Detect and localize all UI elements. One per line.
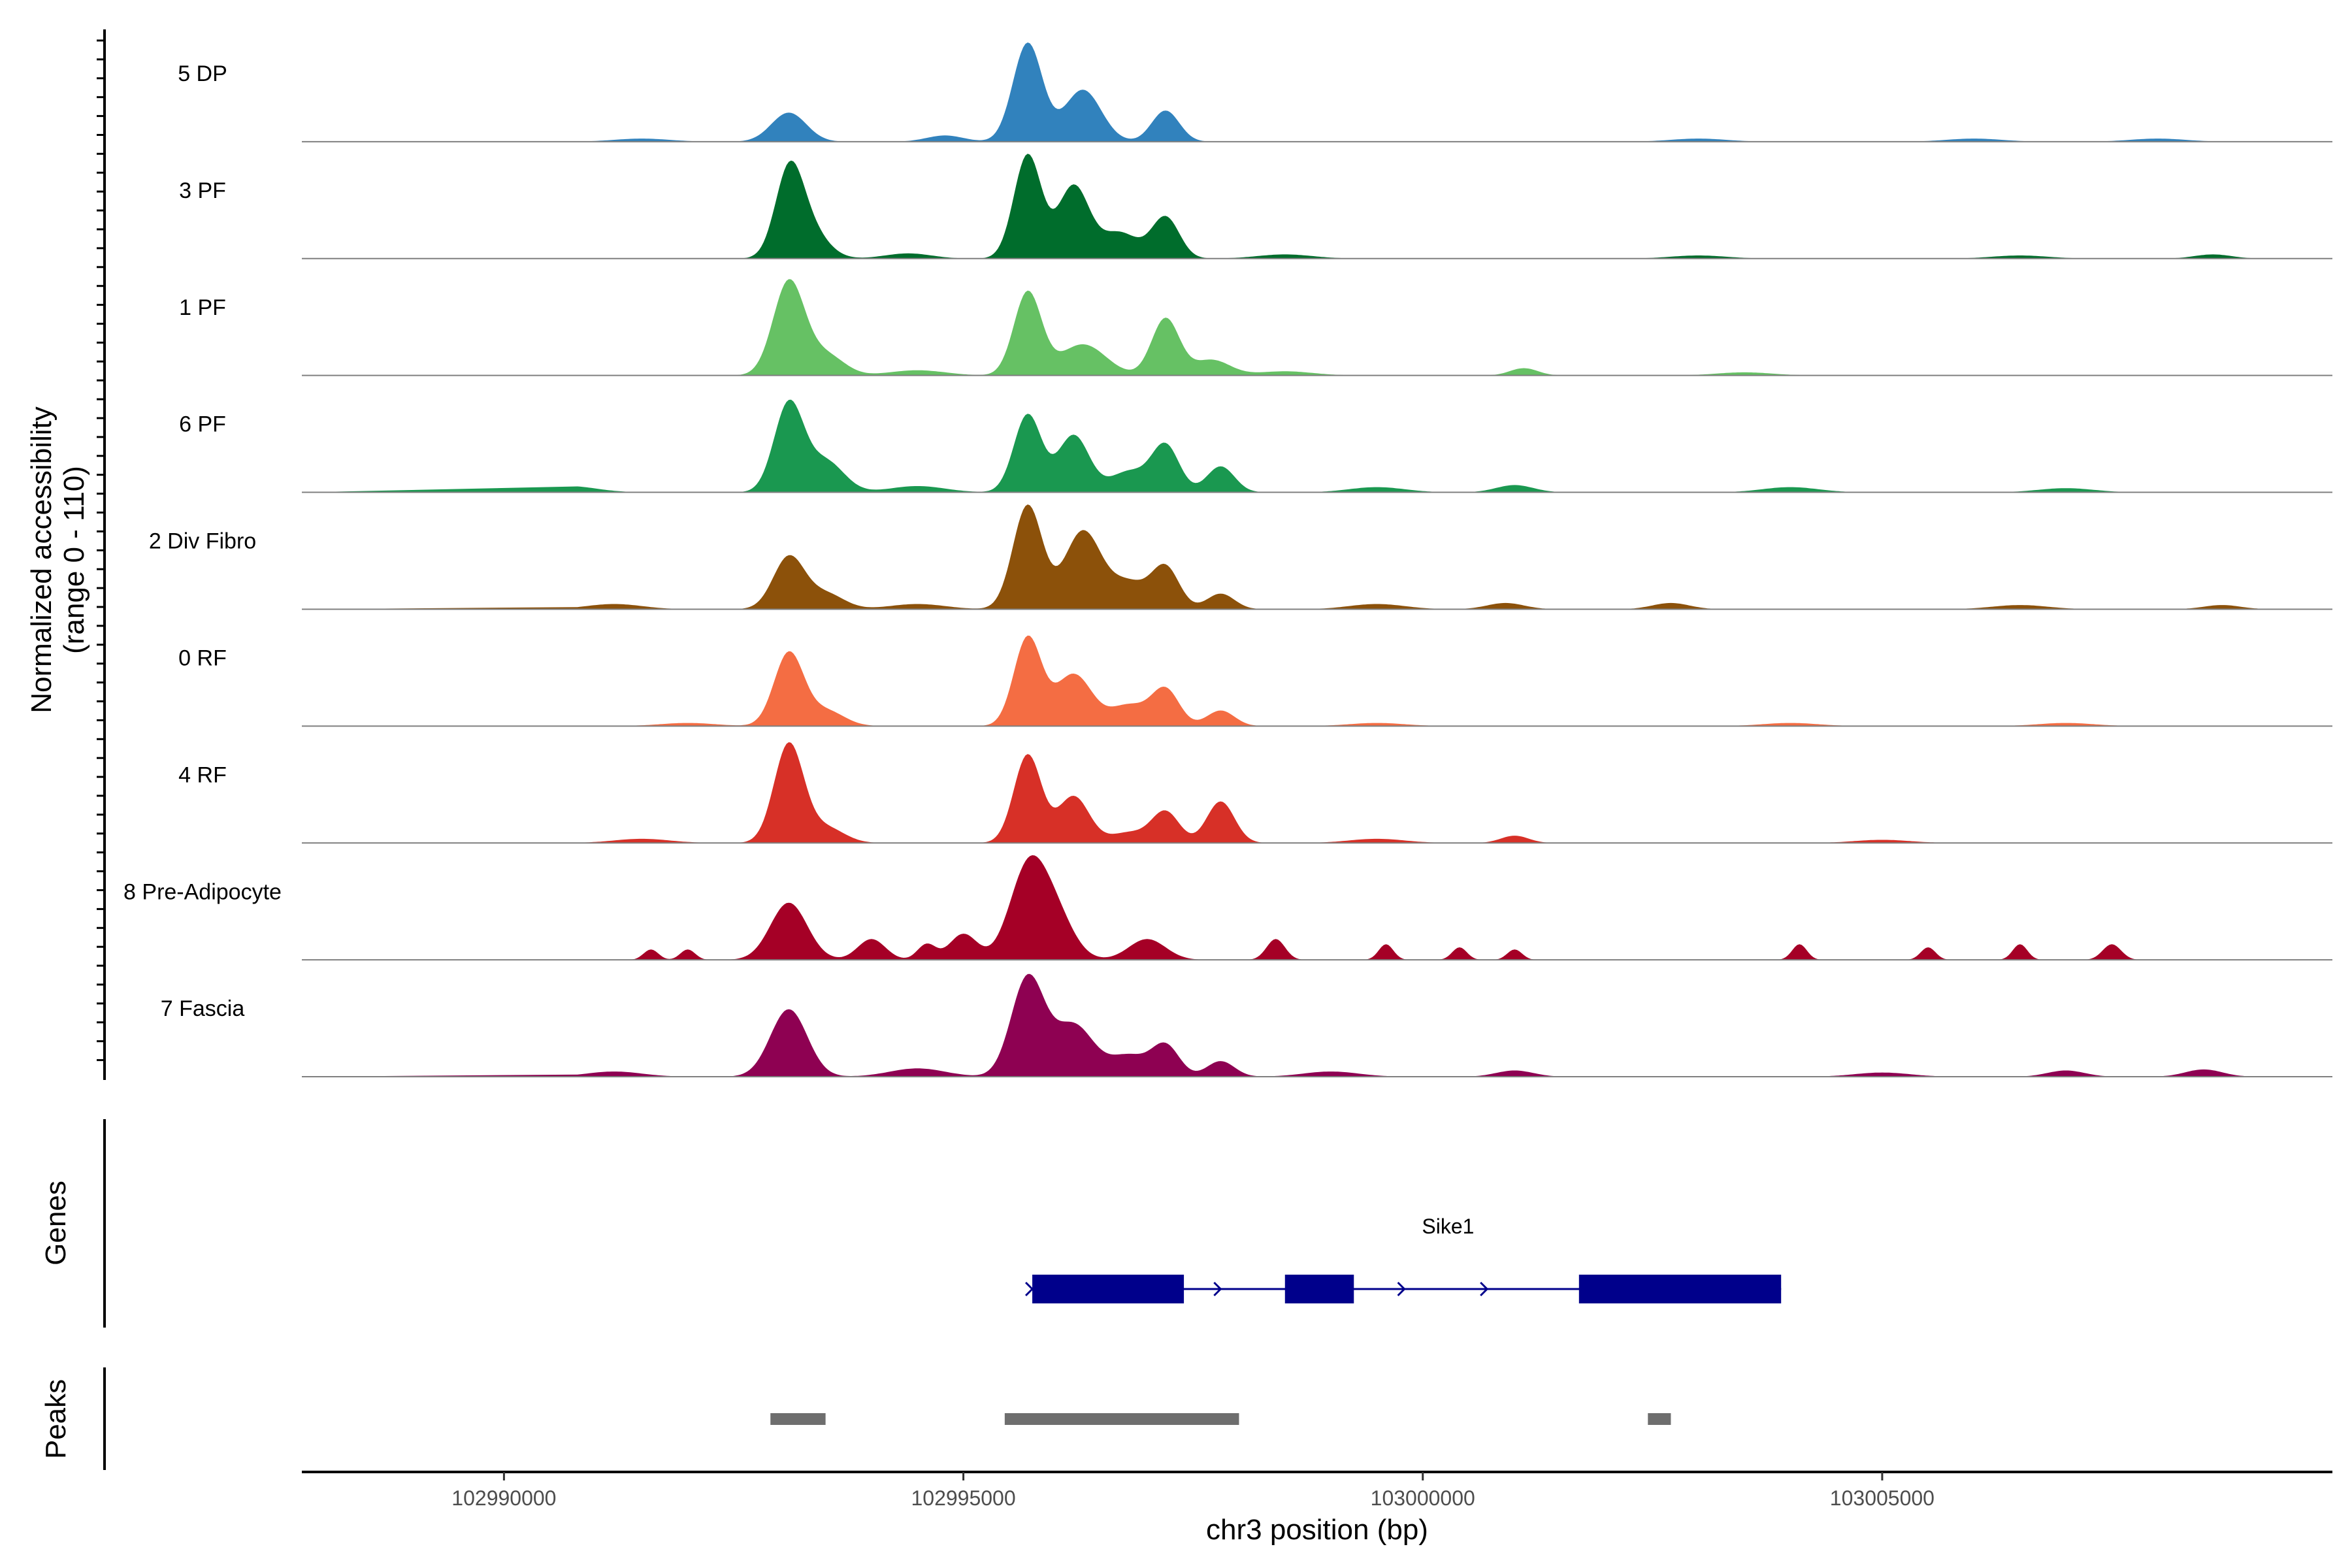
track-label-3-pf: 3 PF — [179, 178, 226, 203]
strand-arrow — [1397, 1281, 1406, 1297]
track-label-6-pf: 6 PF — [179, 412, 226, 437]
x-tick-label: 102990000 — [451, 1486, 556, 1510]
strand-arrow — [1480, 1281, 1489, 1297]
track-label-5-dp: 5 DP — [178, 61, 227, 86]
coverage-area-6-pf — [302, 399, 2268, 493]
track-1-pf: 1 PF — [179, 279, 2332, 376]
track-2-div-fibro: 2 Div Fibro — [149, 504, 2332, 610]
peak-regions-track — [770, 1413, 1671, 1425]
coverage-area-3-pf — [302, 154, 2268, 259]
coverage-area-2-div-fibro — [302, 504, 2268, 610]
track-8-pre-adipocyte: 8 Pre-Adipocyte — [123, 855, 2332, 961]
gene-exon — [1032, 1275, 1184, 1303]
x-axis-title: chr3 position (bp) — [1206, 1514, 1428, 1546]
gene-name-label: Sike1 — [1422, 1215, 1474, 1238]
track-label-0-rf: 0 RF — [178, 646, 227, 671]
x-axis-ticks: 102990000 102995000 103000000 103005000 — [451, 1472, 1935, 1510]
track-6-pf: 6 PF — [179, 399, 2332, 493]
track-label-4-rf: 4 RF — [178, 762, 227, 787]
strand-arrow — [1024, 1281, 1034, 1297]
track-label-8-pre-adipocyte: 8 Pre-Adipocyte — [123, 879, 282, 904]
coverage-area-5-dp — [302, 42, 2268, 142]
track-3-pf: 3 PF — [179, 154, 2332, 259]
track-label-2-div-fibro: 2 Div Fibro — [149, 529, 256, 554]
coverage-tracks: 5 DP 3 PF 1 PF 6 PF 2 Div Fibro 0 RF 4 RF 8 Pre… — [123, 42, 2332, 1077]
strand-arrow — [1213, 1281, 1222, 1297]
coverage-area-1-pf — [302, 279, 2268, 376]
track-4-rf: 4 RF — [178, 742, 2332, 844]
genes-axis-title: Genes — [40, 1181, 72, 1266]
track-7-fascia: 7 Fascia — [161, 973, 2332, 1077]
coverage-area-7-fascia — [302, 973, 2268, 1077]
peak-region — [1648, 1413, 1671, 1425]
track-label-7-fascia: 7 Fascia — [161, 996, 245, 1021]
x-tick-label: 103000000 — [1371, 1486, 1475, 1510]
track-label-1-pf: 1 PF — [179, 295, 226, 320]
coverage-area-0-rf — [302, 635, 2268, 727]
peak-region — [1004, 1413, 1239, 1425]
gene-exon — [1578, 1275, 1782, 1303]
track-5-dp: 5 DP — [178, 42, 2332, 142]
x-tick-label: 103005000 — [1830, 1486, 1935, 1510]
track-0-rf: 0 RF — [178, 635, 2332, 727]
x-tick-label: 102995000 — [911, 1486, 1015, 1510]
coverage-area-8-pre-adipocyte — [302, 855, 2268, 960]
gene-exon — [1284, 1275, 1354, 1303]
peaks-axis-title: Peaks — [40, 1379, 72, 1459]
peak-region — [770, 1413, 826, 1425]
y-axis-title: Normalized accessibility — [25, 406, 57, 713]
coverage-area-4-rf — [302, 742, 2268, 843]
gene-track — [1024, 1275, 1782, 1303]
accessibility-y-axis — [97, 29, 106, 1080]
y-axis-range: (range 0 - 110) — [58, 466, 90, 654]
